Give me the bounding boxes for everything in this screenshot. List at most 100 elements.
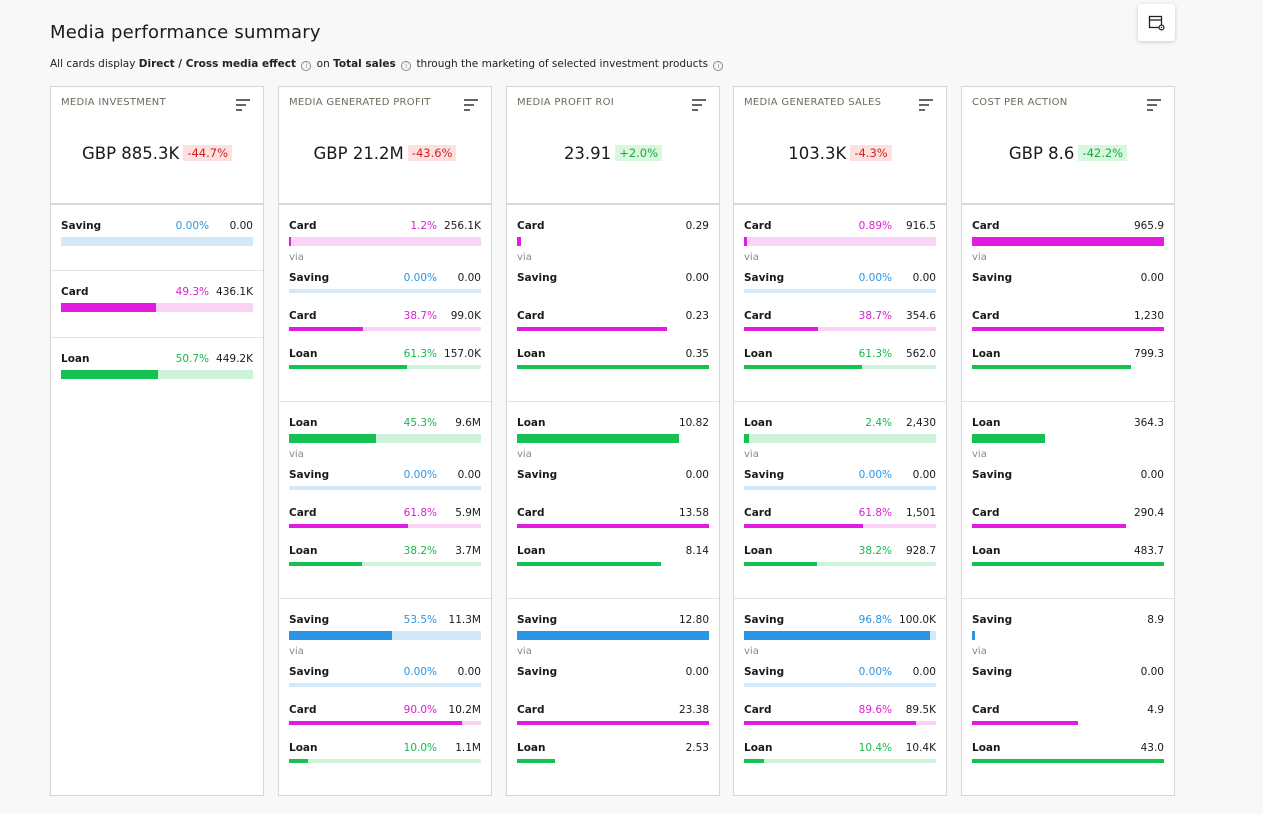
via-product-bar-fill [972, 365, 1132, 369]
via-product-bar [744, 562, 936, 566]
via-product-bar [517, 486, 709, 490]
via-product-percent: 0.00% [403, 469, 437, 481]
via-item: Card 23.38 [517, 704, 709, 725]
via-product-row: Loan 61.3% 157.0K [289, 348, 481, 360]
product-value: 364.3 [1133, 417, 1164, 429]
sort-icon[interactable] [235, 98, 251, 112]
via-product-value: 1.1M [455, 742, 481, 754]
product-percent: 50.7% [175, 353, 209, 365]
kpi-card-media-profit-roi: MEDIA PROFIT ROI 23.91 +2.0% Card 0.29 via Sav… [506, 86, 720, 796]
via-item: Card 0.23 [517, 310, 709, 331]
product-row: Card 49.3% 436.1K [61, 286, 253, 298]
metric-selector[interactable]: Total sales [333, 58, 396, 70]
product-bar-fill [289, 237, 292, 246]
product-label: Loan [61, 353, 90, 365]
sort-icon[interactable] [918, 98, 934, 112]
product-bar-fill [972, 631, 975, 640]
via-product-label: Saving [972, 272, 1013, 284]
product-label: Loan [517, 417, 546, 429]
kpi-change-badge: -44.7% [183, 145, 233, 161]
via-product-percent: 61.8% [403, 507, 437, 519]
product-row: Loan 50.7% 449.2K [61, 353, 253, 365]
subtitle-prefix: All cards display [50, 58, 136, 70]
product-label: Saving [289, 614, 330, 626]
via-product-bar [289, 721, 481, 725]
via-item: Saving 0.00% 0.00 [744, 469, 936, 490]
via-product-label: Loan [289, 348, 318, 360]
via-product-bar [517, 289, 709, 293]
via-product-bar-fill [289, 562, 363, 566]
via-product-bar [972, 721, 1164, 725]
sort-icon[interactable] [691, 98, 707, 112]
via-product-label: Card [744, 704, 772, 716]
via-product-label: Loan [744, 545, 773, 557]
kpi-number: 103.3K [788, 144, 847, 163]
via-product-label: Loan [289, 742, 318, 754]
product-label: Loan [289, 417, 318, 429]
via-product-value: 0.00 [457, 666, 481, 678]
metric-info-icon[interactable]: i [401, 61, 412, 71]
via-product-row: Card 13.58 [517, 507, 709, 519]
via-product-bar [972, 289, 1164, 293]
via-item: Saving 0.00 [972, 469, 1164, 490]
via-product-label: Loan [744, 742, 773, 754]
breakdown-section-loan: Loan 45.3% 9.6M via Saving 0.00% 0.00 Card 61.8%… [279, 402, 491, 599]
sort-icon[interactable] [1146, 98, 1162, 112]
via-product-label: Card [972, 310, 1000, 322]
via-product-bar [289, 683, 481, 687]
effect-selector[interactable]: Direct / Cross media effect [138, 58, 296, 70]
calendar-settings-button[interactable] [1138, 4, 1175, 41]
via-product-row: Saving 0.00% 0.00 [289, 469, 481, 481]
via-product-row: Loan 799.3 [972, 348, 1164, 360]
via-product-value: 0.00 [457, 272, 481, 284]
via-product-label: Saving [289, 666, 330, 678]
product-bar-fill [517, 434, 680, 443]
via-item: Card 38.7% 354.6 [744, 310, 936, 331]
subtitle-on: on [316, 58, 330, 70]
via-product-label: Card [289, 507, 317, 519]
via-product-row: Saving 0.00% 0.00 [744, 272, 936, 284]
via-product-label: Card [517, 704, 545, 716]
product-bar-fill [61, 370, 159, 379]
breakdown-section-loan: Loan 10.82 via Saving 0.00 Card 13.58 Loan 8.14 [507, 402, 719, 599]
via-product-row: Card 38.7% 354.6 [744, 310, 936, 322]
via-product-row: Saving 0.00 [517, 272, 709, 284]
product-bar [744, 434, 936, 443]
page-subtitle: All cards display Direct / Cross media e… [50, 58, 725, 71]
via-product-label: Card [744, 507, 772, 519]
effect-info-icon[interactable]: i [301, 61, 312, 71]
via-product-value: 8.14 [685, 545, 709, 557]
via-product-label: Loan [289, 545, 318, 557]
product-percent: 0.89% [858, 220, 892, 232]
product-bar-fill [289, 434, 376, 443]
via-product-percent: 0.00% [858, 666, 892, 678]
product-value: 12.80 [678, 614, 709, 626]
via-product-bar-fill [744, 327, 819, 331]
via-product-row: Saving 0.00% 0.00 [289, 272, 481, 284]
via-product-row: Loan 61.3% 562.0 [744, 348, 936, 360]
via-product-percent: 0.00% [403, 272, 437, 284]
via-product-row: Saving 0.00 [972, 469, 1164, 481]
product-value: 449.2K [216, 353, 253, 365]
sort-icon[interactable] [463, 98, 479, 112]
via-product-percent: 61.3% [403, 348, 437, 360]
product-row: Loan 10.82 [517, 417, 709, 429]
product-bar [289, 631, 481, 640]
products-info-icon[interactable]: i [713, 61, 724, 71]
via-product-percent: 38.2% [403, 545, 437, 557]
via-item: Saving 0.00 [517, 272, 709, 293]
card-header: MEDIA PROFIT ROI 23.91 +2.0% [507, 87, 719, 205]
product-label: Card [517, 220, 545, 232]
via-product-bar [289, 562, 481, 566]
via-product-percent: 0.00% [403, 666, 437, 678]
page-title: Media performance summary [50, 22, 321, 43]
via-label: via [517, 449, 532, 460]
via-product-bar [744, 289, 936, 293]
via-product-bar [744, 327, 936, 331]
product-row: Saving 0.00% 0.00 [61, 220, 253, 232]
via-product-percent: 38.7% [403, 310, 437, 322]
breakdown-section-card: Card 965.9 via Saving 0.00 Card 1,230 Loan 799.3 [962, 205, 1174, 402]
via-item: Card 89.6% 89.5K [744, 704, 936, 725]
via-item: Saving 0.00% 0.00 [289, 666, 481, 687]
product-bar-fill [972, 237, 1164, 246]
